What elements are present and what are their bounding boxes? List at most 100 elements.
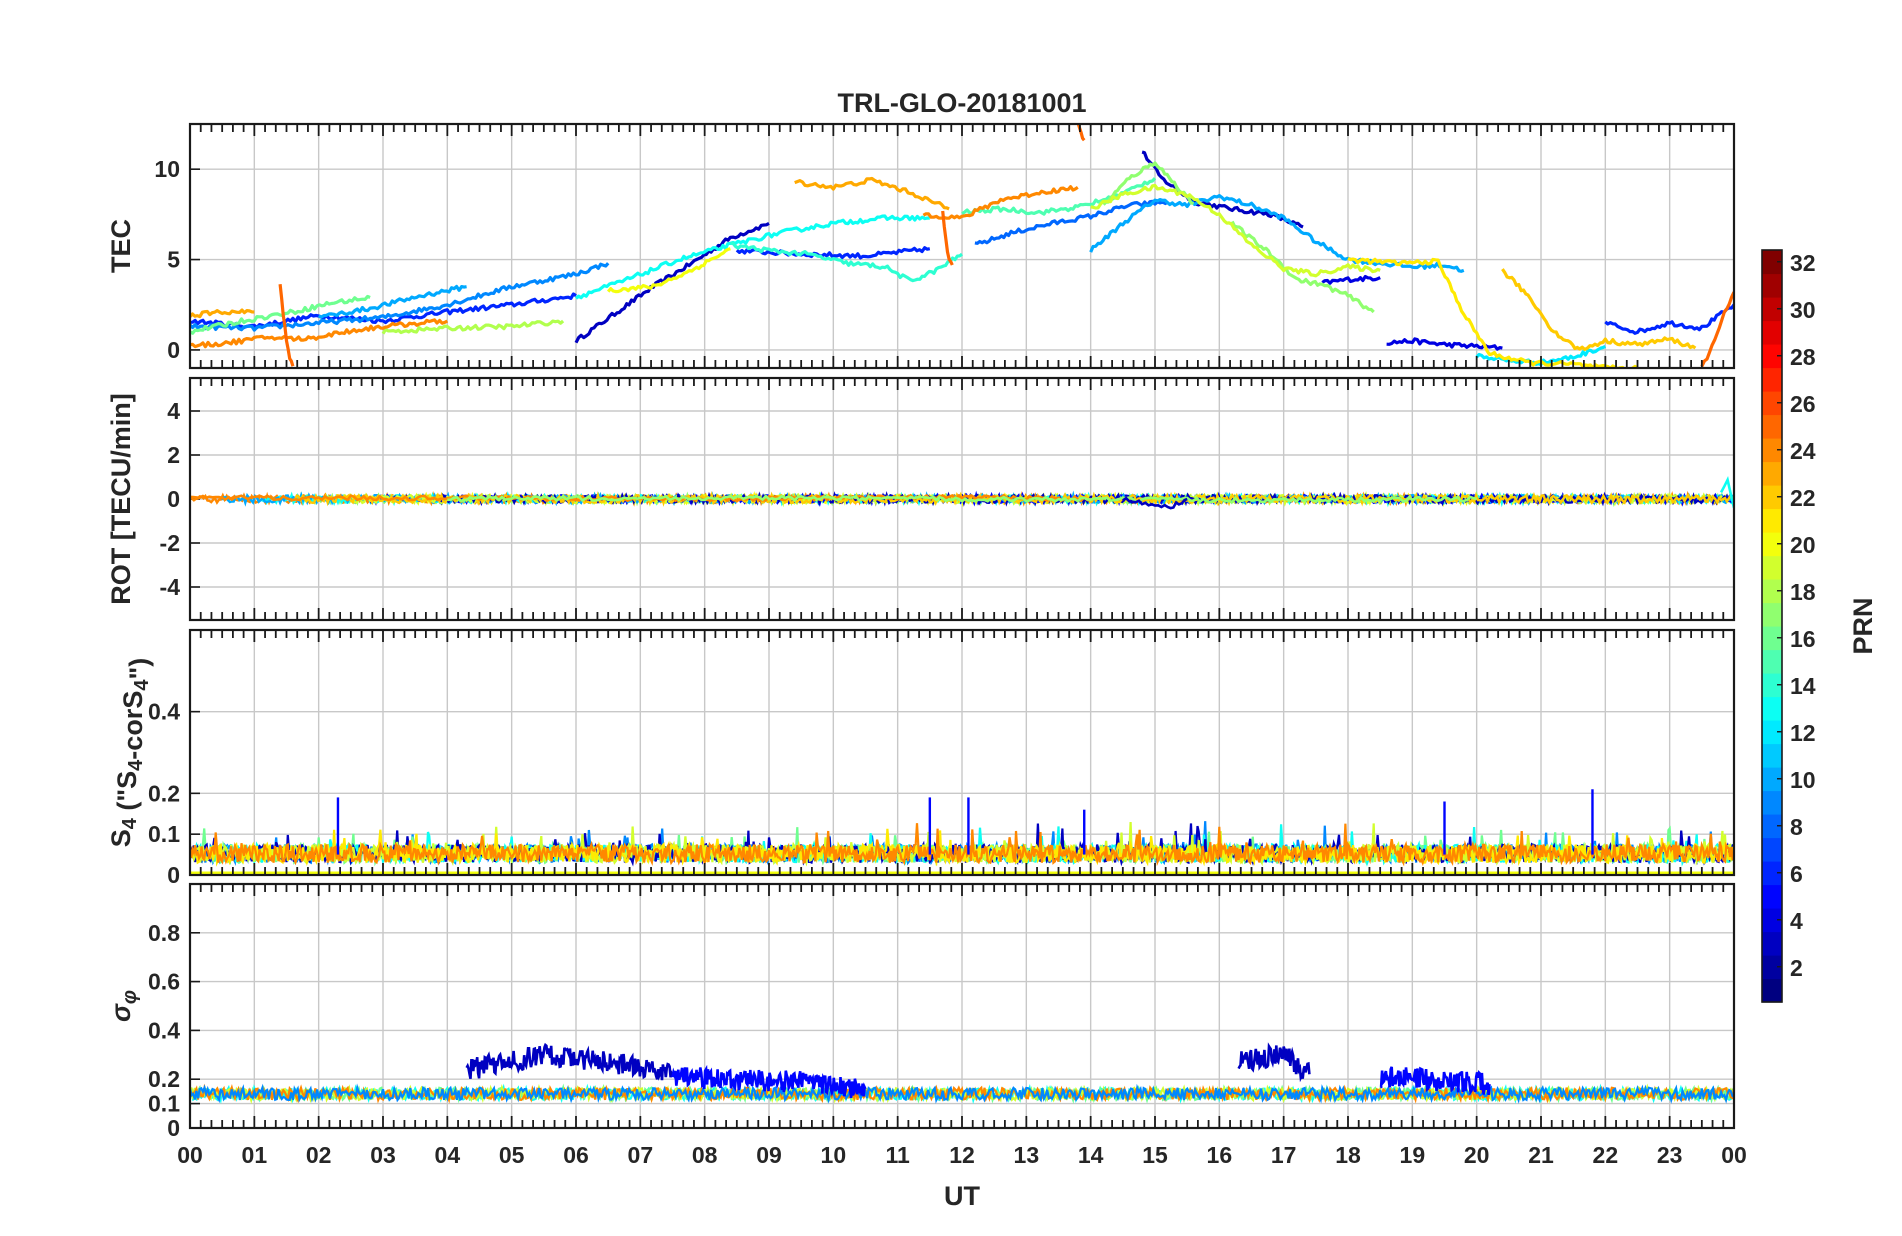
panel-data-tec (190, 124, 1734, 368)
colorbar-band (1762, 414, 1782, 439)
series-line-prn-15 (961, 177, 1157, 216)
x-tick-label: 18 (1335, 1142, 1361, 1168)
series-line-prn-24 (190, 823, 1734, 867)
colorbar-band (1762, 814, 1782, 839)
series-line-prn-25 (1076, 124, 1086, 142)
series-line-prn-9 (190, 262, 610, 332)
colorbar-tick-label: 6 (1790, 861, 1803, 887)
colorbar-band (1762, 485, 1782, 510)
x-tick-label: 12 (949, 1142, 975, 1168)
colorbar-band (1762, 884, 1782, 909)
x-tick-label: 21 (1528, 1142, 1554, 1168)
x-tick-label: 00 (1721, 1142, 1747, 1168)
colorbar-band (1762, 861, 1782, 886)
chart-title: TRL-GLO-20181001 (837, 88, 1086, 118)
series-line-prn-17 (447, 494, 1478, 504)
x-tick-label: 10 (821, 1142, 847, 1168)
colorbar-band (1762, 955, 1782, 980)
panel-frame (188, 628, 1736, 877)
series-line-prn-17 (1230, 220, 1375, 314)
x-tick-label: 00 (177, 1142, 203, 1168)
panel-data-sigma_phi (190, 1042, 1734, 1105)
y-tick-label: 0.4 (148, 1017, 180, 1043)
colorbar-band (1762, 602, 1782, 627)
x-tick-label: 07 (628, 1142, 654, 1168)
series-line-prn-6 (1604, 303, 1734, 335)
series-line-prn-8 (974, 199, 1169, 245)
y-tick-label: 4 (167, 398, 180, 424)
colorbar-tick-label: 2 (1790, 955, 1803, 981)
series-line-prn-3 (1237, 1042, 1311, 1083)
series-line-prn-6 (735, 246, 931, 260)
x-tick-label: 08 (692, 1142, 718, 1168)
x-tick-label: 01 (242, 1142, 268, 1168)
x-tick-label: 03 (370, 1142, 396, 1168)
colorbar-tick-label: 16 (1790, 626, 1816, 652)
y-tick-label: -4 (160, 574, 181, 600)
y-axis-label: ROT [TECU/min] (106, 393, 136, 604)
y-tick-label: 0.1 (148, 1091, 180, 1117)
x-tick-label: 23 (1657, 1142, 1683, 1168)
colorbar-band (1762, 579, 1782, 604)
colorbar-band (1762, 743, 1782, 768)
y-tick-label: 0 (167, 337, 180, 363)
x-axis: 00 01 02 03 04 05 06 07 08 09 10 11 12 13 14 15 16 17 18 19… (177, 1142, 1747, 1168)
colorbar-band (1762, 555, 1782, 580)
colorbar-tick-label: 10 (1790, 767, 1816, 793)
panel-frame (188, 376, 1736, 622)
x-tick-label: 13 (1014, 1142, 1040, 1168)
y-tick-label: 0.8 (148, 920, 180, 946)
series-line-prn-3 (465, 1042, 674, 1081)
y-tick-label: 0 (167, 862, 180, 888)
y-tick-label: 0 (167, 486, 180, 512)
y-tick-label: 0.2 (148, 780, 180, 806)
x-tick-label: 19 (1400, 1142, 1426, 1168)
colorbar-band (1762, 391, 1782, 416)
series-line-prn-24 (922, 185, 1079, 220)
panel-frame (188, 882, 1736, 1130)
colorbar-frame (1761, 249, 1783, 1003)
colorbar-band (1762, 673, 1782, 698)
x-tick-label: 22 (1593, 1142, 1619, 1168)
y-tick-label: 0.4 (148, 699, 180, 725)
colorbar-tick-label: 8 (1790, 814, 1803, 840)
colorbar-band (1762, 931, 1782, 956)
colorbar-band (1762, 837, 1782, 862)
series-line-prn-23 (794, 176, 950, 211)
colorbar-tick-label: 28 (1790, 344, 1816, 370)
colorbar-band (1762, 344, 1782, 369)
y-tick-label: 0.1 (148, 821, 180, 847)
series-line-prn-25 (941, 210, 954, 266)
x-tick-label: 20 (1464, 1142, 1490, 1168)
colorbar-tick-label: 20 (1790, 532, 1816, 558)
series-line-prn-14 (730, 241, 963, 283)
y-axis-label: S4 ("S4-corS4") (106, 658, 154, 848)
x-tick-label: 02 (306, 1142, 332, 1168)
series-line-prn-22 (1501, 268, 1697, 351)
colorbar-band (1762, 367, 1782, 392)
colorbar-tick-label: 14 (1790, 673, 1816, 699)
colorbar-band (1762, 767, 1782, 792)
colorbar-band (1762, 297, 1782, 322)
x-tick-label: 05 (499, 1142, 525, 1168)
y-axis-label: TEC (106, 219, 136, 273)
colorbar-tick-label: 24 (1790, 438, 1816, 464)
y-tick-label: -2 (160, 530, 180, 556)
colorbar-band (1762, 532, 1782, 557)
series-line-prn-25 (1700, 291, 1734, 368)
series-line-prn-20 (606, 247, 731, 294)
colorbar-band (1762, 273, 1782, 298)
y-tick-label: 0.2 (148, 1066, 180, 1092)
series-line-prn-16 (190, 294, 371, 335)
series-line-prn-4 (1386, 337, 1503, 351)
colorbar-band (1762, 649, 1782, 674)
colorbar-band (1762, 978, 1782, 1003)
x-tick-label: 16 (1207, 1142, 1233, 1168)
colorbar-band (1762, 508, 1782, 533)
colorbar-tick-label: 30 (1790, 297, 1816, 323)
series-line-prn-13 (1719, 475, 1734, 509)
colorbar-band (1762, 720, 1782, 745)
x-tick-label: 09 (756, 1142, 782, 1168)
